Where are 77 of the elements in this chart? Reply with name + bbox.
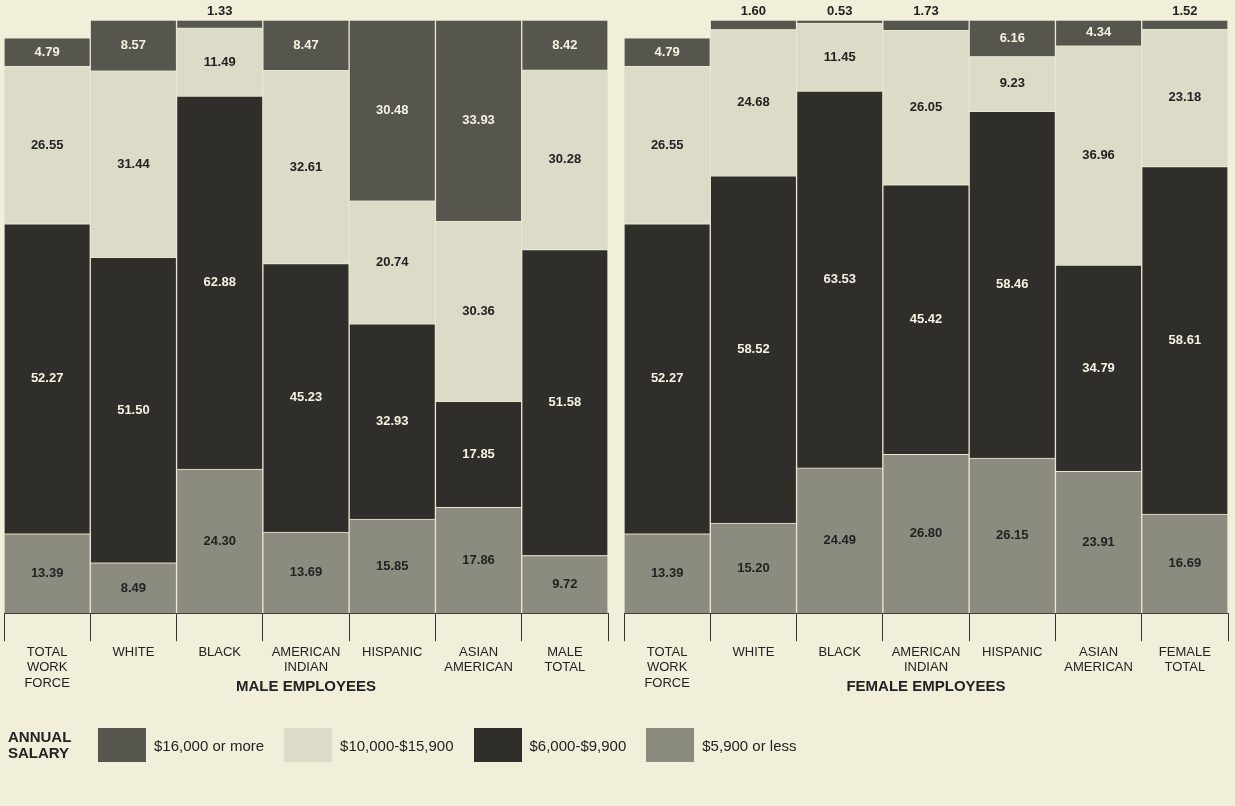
data-label: 9.23: [999, 75, 1025, 91]
x-tick-label: AMERICAN INDIAN: [271, 643, 341, 675]
legend-label: $6,000-$9,900: [529, 736, 627, 754]
x-tick-label: WHITE: [112, 643, 155, 659]
data-label: 8.49: [120, 579, 147, 595]
data-label: 17.85: [462, 445, 495, 461]
data-label: 13.39: [650, 565, 684, 581]
data-label: 15.85: [376, 557, 409, 573]
data-label: 31.44: [117, 155, 151, 171]
legend-label: $16,000 or more: [154, 736, 265, 754]
data-label: 13.69: [289, 564, 323, 580]
data-label: 62.88: [203, 274, 236, 290]
data-label: 26.80: [909, 525, 943, 541]
data-label: 45.42: [909, 311, 943, 327]
data-label: 63.53: [823, 271, 856, 287]
data-label: 33.93: [462, 112, 495, 128]
data-label: 24.68: [737, 94, 770, 110]
data-label: 24.49: [823, 532, 856, 548]
data-label: 8.42: [552, 36, 578, 52]
x-tick-label: FEMALE TOTAL: [1158, 643, 1212, 675]
x-tick-label: AMERICAN INDIAN: [891, 643, 961, 675]
data-label: 51.50: [117, 401, 150, 417]
x-tick-label: BLACK: [198, 643, 242, 659]
data-label: 26.05: [909, 99, 943, 115]
x-tick-label: BLACK: [818, 643, 862, 659]
data-label: 23.18: [1168, 89, 1202, 105]
data-label: 1.52: [1172, 2, 1198, 18]
data-label: 4.79: [34, 43, 60, 59]
data-label: 58.46: [996, 276, 1029, 292]
legend-label: $5,900 or less: [702, 736, 797, 754]
data-label: 30.36: [462, 302, 495, 318]
x-tick-label: MALE TOTAL: [544, 643, 586, 675]
x-tick-label: HISPANIC: [362, 643, 423, 659]
data-label: 8.57: [120, 37, 147, 52]
data-label: 45.23: [289, 389, 323, 405]
data-label: 13.39: [30, 565, 64, 581]
data-label: 30.48: [376, 101, 409, 117]
legend-label: $10,000-$15,900: [340, 736, 454, 754]
x-axis-title: FEMALE EMPLOYEES: [846, 677, 1006, 695]
data-label: 1.60: [740, 2, 767, 18]
data-label: 23.91: [1082, 533, 1115, 549]
data-label: 1.33: [207, 2, 233, 18]
data-label: 8.47: [293, 36, 319, 52]
data-label: 4.79: [654, 43, 680, 59]
data-label: 58.52: [737, 341, 770, 357]
data-label: 0.53: [827, 2, 853, 18]
data-label: 51.58: [548, 394, 582, 410]
x-tick-label: WHITE: [732, 643, 775, 659]
x-tick-label: HISPANIC: [982, 643, 1043, 659]
data-label: 20.74: [376, 253, 410, 269]
data-label: 6.16: [999, 29, 1025, 45]
data-label: 58.61: [1168, 331, 1202, 347]
data-label: 36.96: [1082, 146, 1115, 162]
data-label: 11.49: [203, 53, 236, 69]
data-label: 30.28: [548, 151, 582, 167]
x-axis-title: MALE EMPLOYEES: [235, 677, 377, 695]
data-label: 24.30: [203, 532, 236, 548]
data-label: 17.86: [462, 551, 495, 567]
x-tick-label: TOTAL WORK FORCE: [24, 643, 71, 690]
data-label: 32.61: [289, 158, 323, 174]
data-label: 34.79: [1082, 359, 1115, 375]
data-label: 26.15: [996, 527, 1029, 543]
data-label: 26.55: [650, 136, 684, 152]
data-label: 16.69: [1168, 555, 1202, 571]
data-label: 4.34: [1085, 24, 1112, 40]
data-label: 52.27: [30, 370, 64, 386]
data-label: 11.45: [823, 48, 856, 64]
legend-title: ANNUAL SALARY: [8, 728, 73, 761]
data-label: 9.72: [552, 575, 578, 591]
data-label: 1.73: [913, 2, 939, 18]
data-label: 26.55: [30, 136, 64, 152]
data-label: 15.20: [737, 559, 770, 575]
x-tick-label: ASIAN AMERICAN: [1064, 643, 1133, 675]
data-label: 32.93: [376, 413, 409, 429]
x-tick-label: ASIAN AMERICAN: [444, 643, 513, 675]
x-tick-label: TOTAL WORK FORCE: [644, 643, 691, 690]
data-label: 52.27: [650, 370, 684, 386]
